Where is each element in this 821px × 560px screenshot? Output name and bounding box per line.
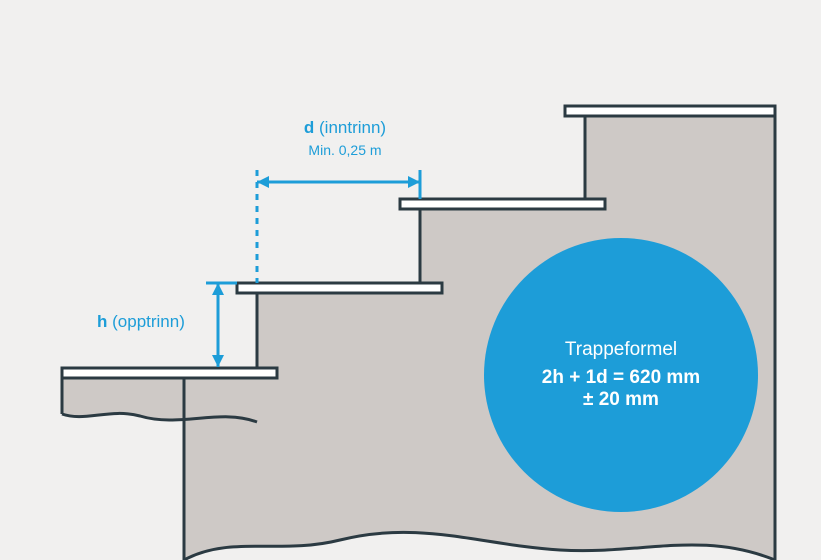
d-label-title: d (inntrinn) [245,118,445,138]
d-dimension-arrow [257,170,420,199]
h-name: (opptrinn) [112,312,185,331]
formula-line3: ± 20 mm [583,389,659,411]
d-label: d (inntrinn) Min. 0,25 m [245,118,445,158]
d-sub: Min. 0,25 m [245,142,445,158]
tread-3 [400,199,605,209]
d-var: d [304,118,314,137]
h-var: h [97,312,107,331]
d-name: (inntrinn) [319,118,386,137]
formula-line2: 2h + 1d = 620 mm [542,367,700,389]
tread-2 [237,283,442,293]
formula-title: Trappeformel [565,339,677,361]
h-label: h (opptrinn) [97,312,227,332]
tread-4 [565,106,775,116]
tread-1 [62,368,277,378]
formula-circle: Trappeformel 2h + 1d = 620 mm ± 20 mm [484,238,758,512]
